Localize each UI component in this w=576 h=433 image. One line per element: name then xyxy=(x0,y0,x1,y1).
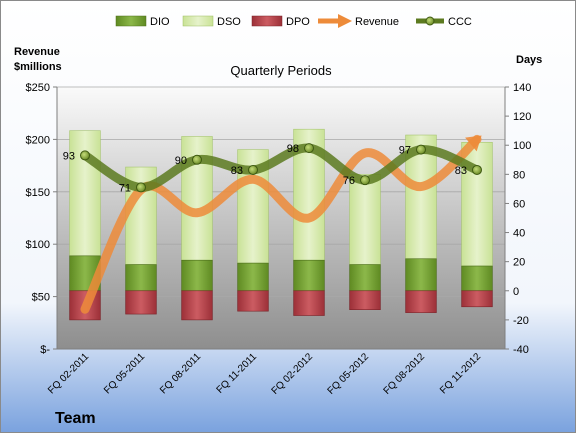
bar-dso-fq-05-2012 xyxy=(349,174,381,265)
bar-dpo-fq-11-2012 xyxy=(461,290,493,308)
legend-swatch-revenue xyxy=(318,14,352,28)
bar-dio-fq-11-2011 xyxy=(237,262,269,292)
right-axis-label: Days xyxy=(516,54,542,66)
bar-dio-fq-08-2012 xyxy=(405,258,437,292)
left-tick-label: $250 xyxy=(26,82,50,94)
ccc-marker-fq-08-2011 xyxy=(192,154,202,165)
ccc-data-label-fq-11-2012: 83 xyxy=(455,165,467,177)
right-tick-label: 100 xyxy=(513,140,531,152)
ccc-marker-fq-02-2012 xyxy=(304,143,314,154)
revenue-arrow-head xyxy=(465,135,482,152)
ccc-marker-fq-11-2011 xyxy=(248,164,258,175)
legend-swatch-dio xyxy=(115,15,147,27)
right-tick-label: 140 xyxy=(513,82,531,94)
bar-dpo-fq-08-2012 xyxy=(405,290,437,313)
bar-dpo-fq-05-2011 xyxy=(125,290,157,315)
bar-dpo-fq-11-2011 xyxy=(237,290,269,312)
right-tick-label: 20 xyxy=(513,257,525,269)
bar-dio-fq-11-2012 xyxy=(461,265,493,292)
legend-label-dio: DIO xyxy=(150,16,170,28)
ccc-data-label-fq-08-2011: 90 xyxy=(175,155,187,167)
legend-label-revenue: Revenue xyxy=(355,16,399,28)
ccc-data-label-fq-08-2012: 97 xyxy=(399,145,411,157)
bar-dio-fq-05-2012 xyxy=(349,264,381,292)
left-tick-label: $50 xyxy=(32,292,50,304)
bar-dio-fq-05-2011 xyxy=(125,264,157,292)
right-tick-label: 40 xyxy=(513,228,525,240)
ccc-data-label-fq-02-2011: 93 xyxy=(63,150,75,162)
bar-dpo-fq-05-2012 xyxy=(349,290,381,310)
legend-swatch-dpo xyxy=(251,15,283,27)
left-axis-label-line2: $millions xyxy=(14,61,62,73)
right-tick-label: -20 xyxy=(513,315,529,327)
left-tick-label: $- xyxy=(40,344,50,356)
bar-dio-fq-02-2012 xyxy=(293,259,325,292)
ccc-data-label-fq-02-2012: 98 xyxy=(287,143,299,155)
legend-swatch-dso xyxy=(182,15,214,27)
ccc-marker-fq-11-2012 xyxy=(472,164,482,175)
left-axis-label-line1: Revenue xyxy=(14,46,60,58)
bar-dpo-fq-08-2011 xyxy=(181,290,213,321)
ccc-marker-fq-05-2012 xyxy=(360,175,370,186)
data-labels: 93 71 90 83 98 76 97 83 xyxy=(63,143,467,194)
lines xyxy=(80,134,482,314)
ccc-marker-fq-02-2011 xyxy=(80,150,90,161)
right-tick-label: 120 xyxy=(513,111,531,123)
bar-dpo-fq-02-2012 xyxy=(293,290,325,316)
chart-title: Quarterly Periods xyxy=(230,63,332,78)
bar-dio-fq-08-2011 xyxy=(181,259,213,292)
ccc-marker-fq-05-2011 xyxy=(136,182,146,193)
right-tick-label: 80 xyxy=(513,169,525,181)
legend: DIO DSO DPO Revenue CCC xyxy=(115,14,472,28)
right-tick-label: -40 xyxy=(513,344,529,356)
ccc-data-label-fq-05-2012: 76 xyxy=(343,175,355,187)
legend-label-ccc: CCC xyxy=(448,16,472,28)
legend-label-dso: DSO xyxy=(217,16,241,28)
legend-label-dpo: DPO xyxy=(286,16,310,28)
left-tick-label: $150 xyxy=(26,187,50,199)
chart-footer: Team xyxy=(55,410,96,427)
right-tick-label: 0 xyxy=(513,286,519,298)
ccc-marker-fq-08-2012 xyxy=(416,144,426,155)
right-tick-label: 60 xyxy=(513,198,525,210)
ccc-data-label-fq-05-2011: 71 xyxy=(119,182,131,194)
left-tick-label: $200 xyxy=(26,134,50,146)
ccc-data-label-fq-11-2011: 83 xyxy=(231,165,243,177)
left-tick-label: $100 xyxy=(26,239,50,251)
legend-swatch-ccc xyxy=(416,16,444,26)
